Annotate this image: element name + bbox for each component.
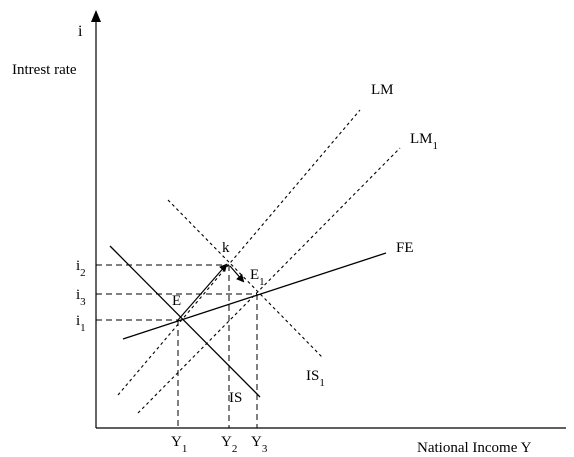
is-label: IS bbox=[229, 390, 242, 406]
y-axis-arrowhead bbox=[91, 10, 101, 22]
y-axis-symbol: i bbox=[78, 23, 83, 40]
fe-curve bbox=[122, 252, 387, 340]
point-e-label: E bbox=[172, 293, 181, 309]
lm1-label: LM1 bbox=[410, 131, 438, 152]
y-tick-i2: i2 bbox=[76, 258, 86, 279]
is1-label: IS1 bbox=[306, 368, 325, 389]
is1-curve bbox=[167, 199, 323, 358]
path-arrow-k-to-e1 bbox=[229, 265, 245, 283]
lm1-curve bbox=[137, 147, 401, 414]
x-tick-y2: Y2 bbox=[221, 434, 237, 455]
lm-curve bbox=[117, 109, 361, 396]
point-e1-label: E1 bbox=[250, 267, 265, 288]
fe-label: FE bbox=[396, 240, 414, 256]
y-tick-i3: i3 bbox=[76, 287, 86, 308]
y-axis-label: Intrest rate bbox=[12, 62, 77, 78]
is-curve bbox=[109, 245, 261, 398]
lm-label: LM bbox=[371, 82, 394, 98]
y-tick-i1: i1 bbox=[76, 313, 86, 334]
x-axis-label: National Income Y bbox=[417, 440, 532, 456]
point-k-label: k bbox=[222, 240, 230, 256]
path-arrow-e-to-k bbox=[177, 263, 228, 321]
x-tick-y3: Y3 bbox=[251, 434, 268, 455]
x-tick-y1: Y1 bbox=[171, 434, 187, 455]
